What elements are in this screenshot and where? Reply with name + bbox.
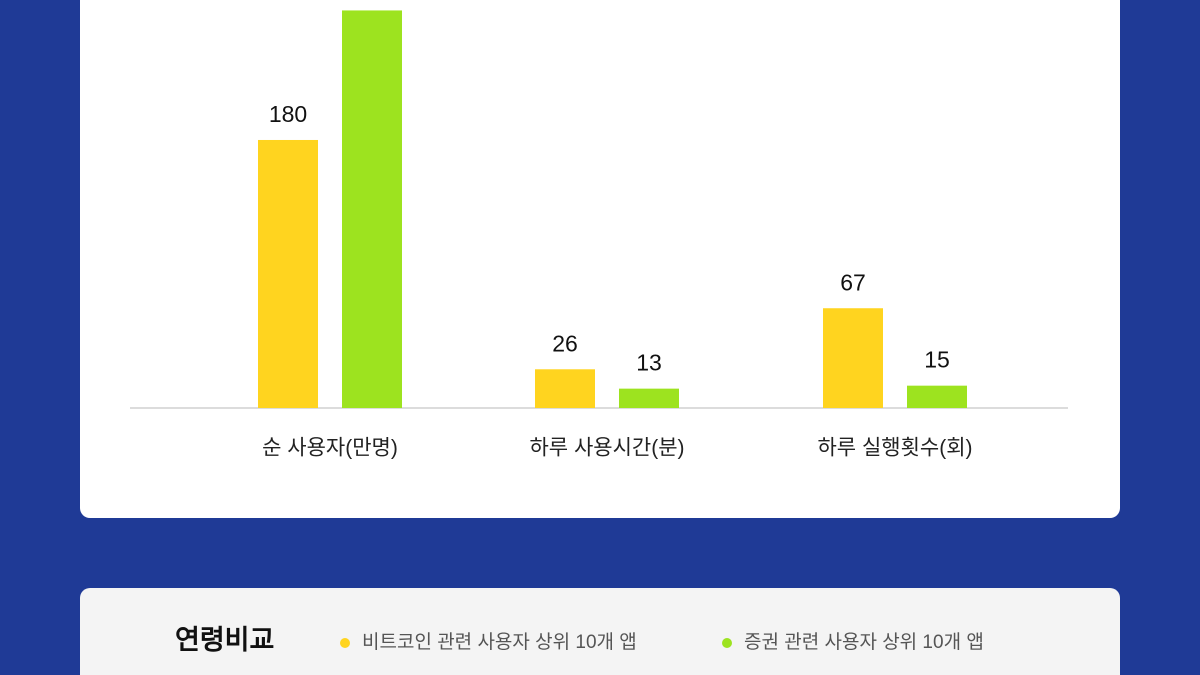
bar [258, 139, 318, 409]
legend-swatch [722, 638, 732, 648]
value-label: 26 [552, 330, 578, 356]
value-label: 180 [269, 101, 307, 127]
bar [907, 385, 967, 408]
x-tick-label: 하루 사용시간(분) [529, 437, 684, 460]
value-label: 13 [636, 350, 662, 376]
x-tick-label: 순 사용자(만명) [262, 437, 398, 460]
legend-title: 연령비교 [175, 625, 274, 655]
legend-card [80, 588, 1120, 675]
legend-swatch [340, 638, 350, 648]
legend-label: 비트코인 관련 사용자 상위 10개 앱 [362, 631, 637, 653]
bar [342, 10, 402, 408]
bar [619, 388, 679, 408]
bar [823, 308, 883, 408]
value-label: 67 [840, 269, 866, 295]
bar [535, 369, 595, 408]
x-tick-label: 하루 실행횟수(회) [817, 437, 972, 460]
legend-label: 증권 관련 사용자 상위 10개 앱 [744, 631, 984, 653]
value-label: 15 [924, 347, 950, 373]
